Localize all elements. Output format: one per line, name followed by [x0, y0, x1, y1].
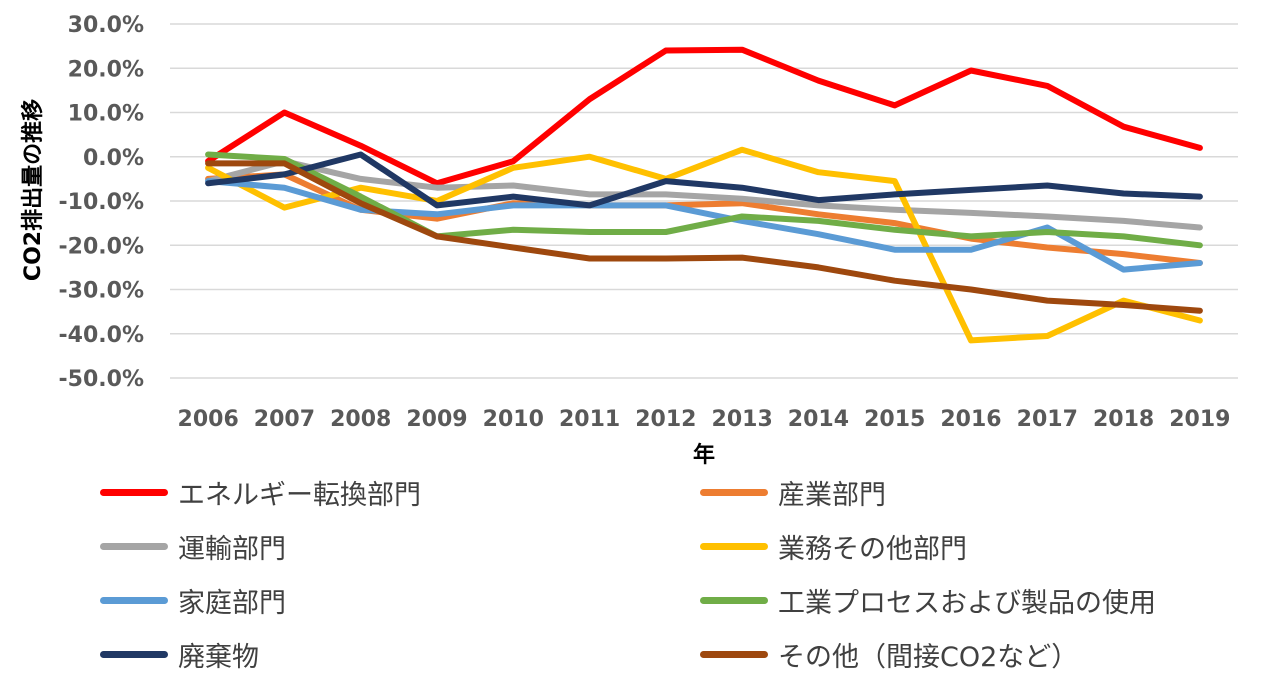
- x-tick-label: 2010: [483, 407, 544, 432]
- series-lines: [205, 46, 1203, 344]
- x-tick-label: 2008: [330, 407, 391, 432]
- y-tick-label: -30.0%: [59, 279, 144, 304]
- line-chart: 30.0% 20.0% 10.0% 0.0% -10.0% -20.0% -30.0% -40…: [20, 13, 1238, 468]
- x-tick-label: 2007: [254, 407, 315, 432]
- y-tick-label: 0.0%: [83, 146, 144, 171]
- legend-label: 運輸部門: [178, 533, 286, 565]
- series-line-2: [205, 158, 1203, 231]
- legend-label: その他（間接CO2など）: [778, 641, 1079, 673]
- legend-label: 業務その他部門: [778, 533, 967, 565]
- legend-item: 産業部門: [700, 472, 886, 512]
- legend-swatch: [100, 596, 168, 604]
- legend-swatch: [700, 542, 768, 550]
- series-line-3: [205, 146, 1203, 344]
- y-tick-label: 20.0%: [68, 57, 144, 82]
- legend: エネルギー転換部門 産業部門運輸部門 業務その他部門家庭部門 工業プロセスおよび製品の…: [100, 472, 1260, 682]
- series-line-6: [205, 151, 1203, 209]
- x-tick-label: 2006: [178, 407, 239, 432]
- legend-item: 家庭部門: [100, 580, 286, 620]
- legend-swatch: [700, 488, 768, 496]
- legend-swatch: [100, 488, 168, 496]
- x-tick-label: 2018: [1093, 407, 1154, 432]
- y-tick-label: -20.0%: [59, 234, 144, 259]
- x-tick-label: 2016: [940, 407, 1001, 432]
- series-line-0: [205, 46, 1203, 187]
- y-tick-label: -10.0%: [59, 190, 144, 215]
- legend-swatch: [100, 542, 168, 550]
- x-tick-label: 2009: [406, 407, 467, 432]
- y-tick-label: -50.0%: [59, 367, 144, 392]
- legend-swatch: [100, 650, 168, 658]
- y-axis-ticks: 30.0% 20.0% 10.0% 0.0% -10.0% -20.0% -30.0% -40…: [59, 13, 144, 392]
- legend-item: 業務その他部門: [700, 526, 967, 566]
- legend-label: 廃棄物: [178, 641, 259, 673]
- x-tick-label: 2013: [712, 407, 773, 432]
- x-axis-ticks: 2006 2007 2008 2009 2010 2011 2012 2013 2014 2015…: [178, 407, 1231, 432]
- x-axis-title: 年: [693, 442, 715, 468]
- legend-item: エネルギー転換部門: [100, 472, 421, 512]
- y-tick-label: 10.0%: [68, 102, 144, 127]
- legend-swatch: [700, 650, 768, 658]
- legend-label: エネルギー転換部門: [178, 479, 421, 511]
- x-tick-label: 2019: [1169, 407, 1230, 432]
- y-tick-label: -40.0%: [59, 323, 144, 348]
- y-tick-label: 30.0%: [68, 13, 144, 38]
- legend-label: 工業プロセスおよび製品の使用: [778, 587, 1156, 619]
- legend-label: 家庭部門: [178, 587, 286, 619]
- legend-swatch: [700, 596, 768, 604]
- legend-item: その他（間接CO2など）: [700, 634, 1078, 674]
- x-tick-label: 2011: [559, 407, 620, 432]
- x-tick-label: 2014: [788, 407, 849, 432]
- x-tick-label: 2017: [1017, 407, 1078, 432]
- series-line-7: [205, 160, 1203, 314]
- legend-item: 廃棄物: [100, 634, 259, 674]
- x-tick-label: 2012: [635, 407, 696, 432]
- legend-item: 運輸部門: [100, 526, 286, 566]
- legend-label: 産業部門: [778, 479, 886, 511]
- y-axis-title: CO2排出量の推移: [20, 99, 46, 281]
- x-tick-label: 2015: [864, 407, 925, 432]
- series-line-5: [205, 151, 1203, 249]
- legend-item: 工業プロセスおよび製品の使用: [700, 580, 1156, 620]
